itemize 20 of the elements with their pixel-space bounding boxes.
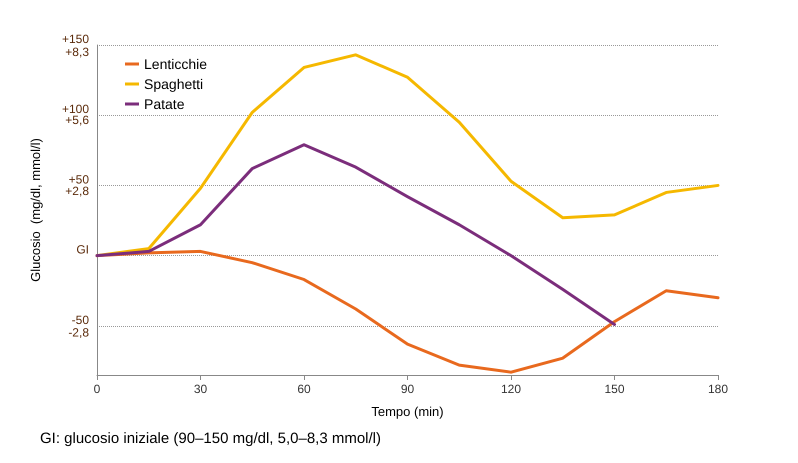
x-tick-label: 150 — [604, 382, 625, 396]
y2-tick-label: -2,8 — [68, 325, 90, 340]
legend-label: Patate — [144, 96, 185, 112]
y-tick-label: +50 — [68, 172, 90, 186]
y-tick-label: +150 — [62, 32, 90, 46]
x-tick-label: 0 — [94, 382, 101, 396]
text: GI: glucosio iniziale (90–150 mg/dl, 5,0–8,3 mmol/l) — [40, 430, 382, 447]
legend-label: Spaghetti — [144, 76, 204, 92]
legend-label: Lenticchie — [144, 56, 208, 72]
x-tick-label: 60 — [297, 382, 311, 396]
y2-tick-label: +2,8 — [65, 184, 90, 198]
y-tick-label: GI — [76, 242, 89, 257]
x-tick-label: 30 — [194, 382, 208, 396]
x-tick-label: 120 — [500, 382, 522, 396]
x-axis-title: Tempo (min) — [371, 404, 444, 419]
y-tick-label: -50 — [72, 312, 90, 327]
x-tick-label: 90 — [400, 382, 414, 396]
x-tick-label: 180 — [708, 382, 728, 396]
y2-tick-label: +8,3 — [65, 44, 90, 59]
y-axis-title: Glucosio (mg/dl, mmol/l) — [28, 138, 43, 282]
